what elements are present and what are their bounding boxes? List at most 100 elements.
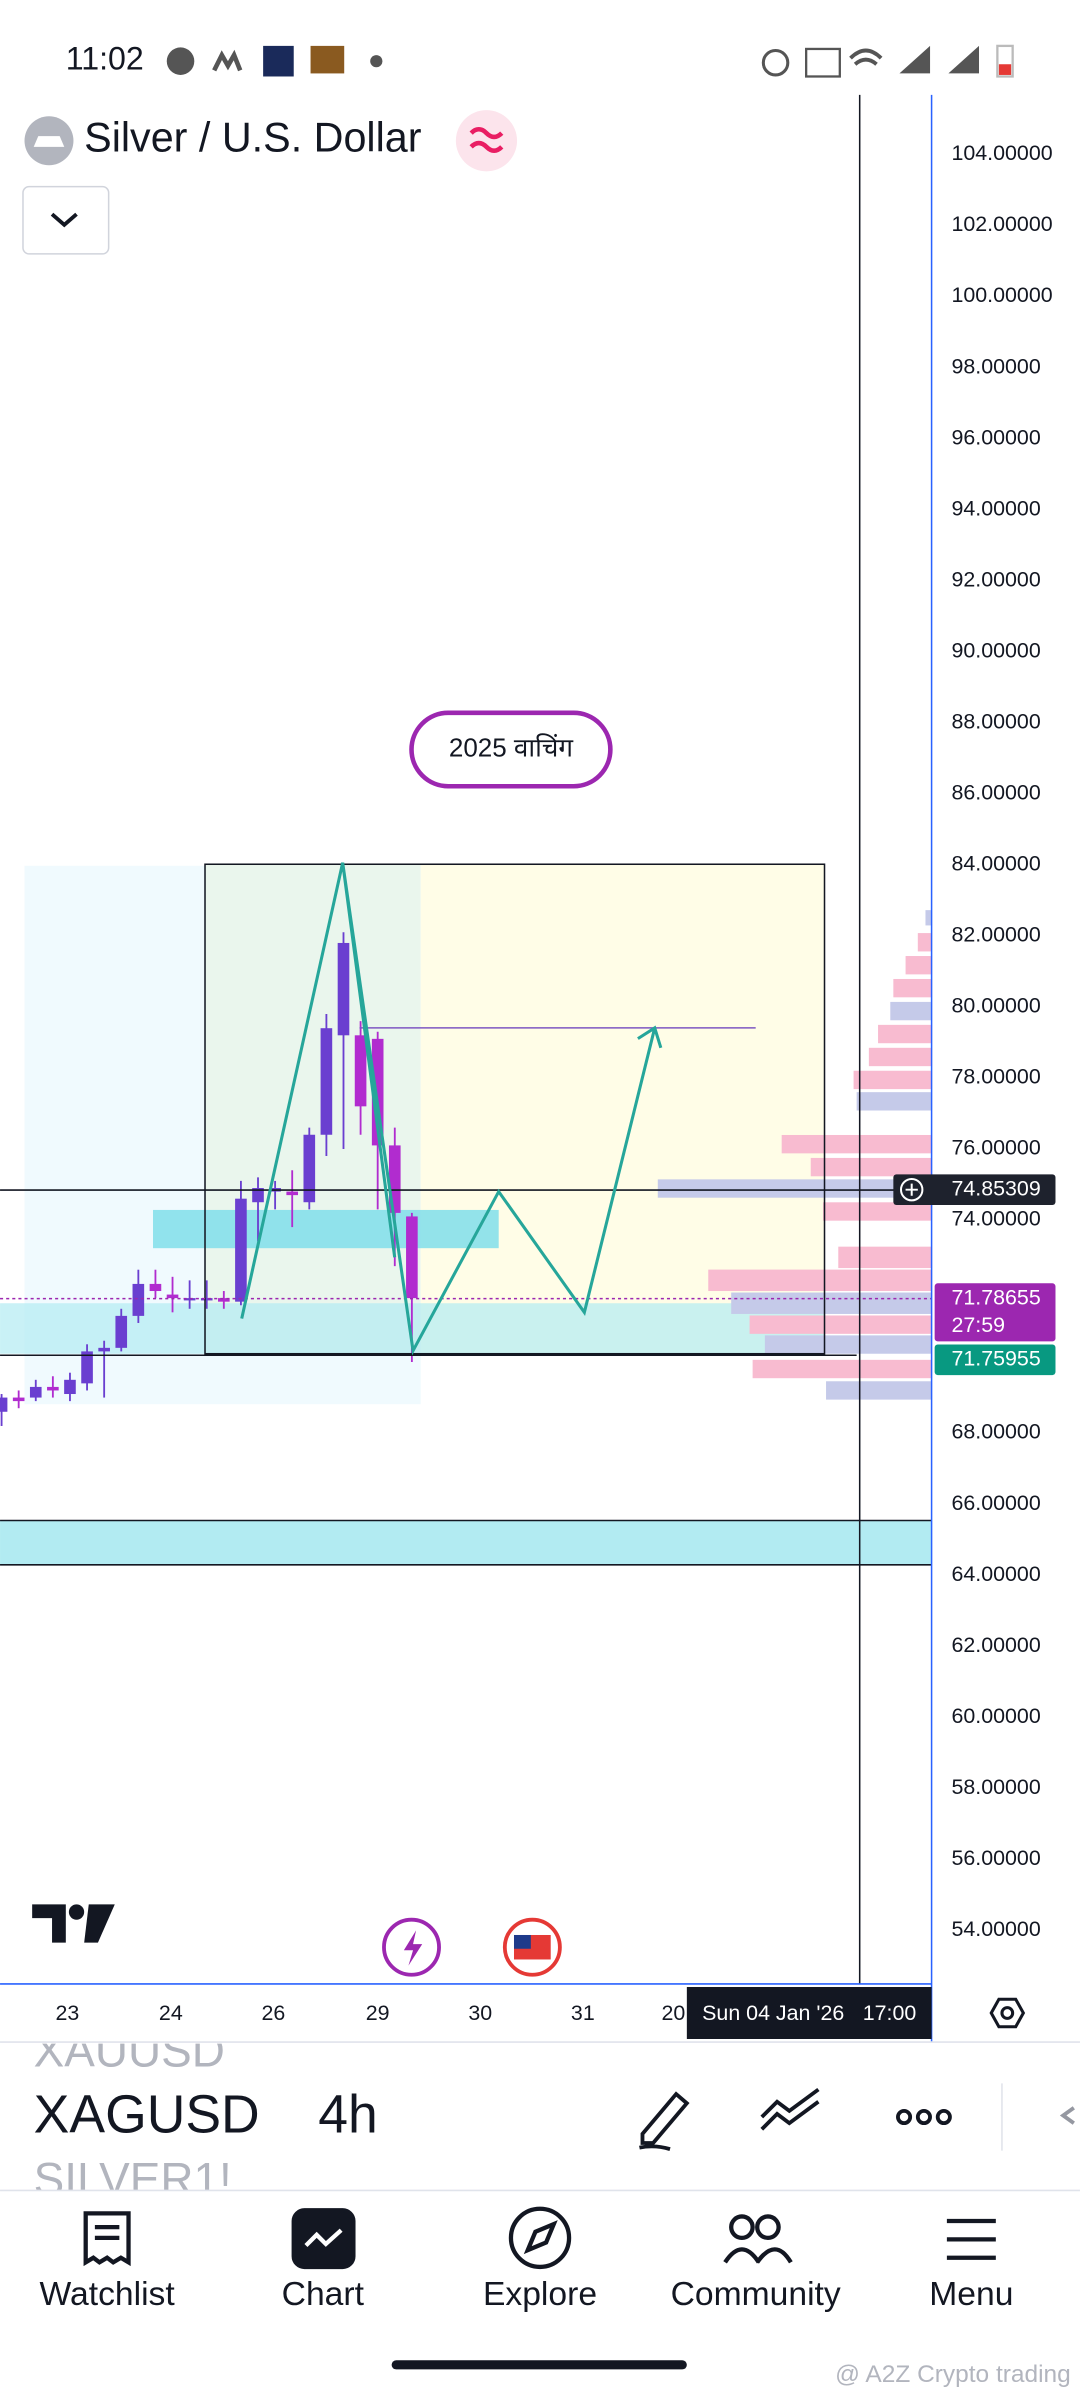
y-tick-label: 74.00000 — [951, 1207, 1040, 1231]
y-tick-label: 62.00000 — [951, 1633, 1040, 1657]
symbol-logo-glyph — [33, 136, 65, 147]
x-tick-label: 23 — [55, 2001, 79, 2025]
plus-icon — [905, 1183, 918, 1196]
y-tick-label: 100.00000 — [951, 283, 1052, 307]
candle-body — [0, 1397, 8, 1412]
candle-body — [64, 1379, 76, 1395]
price-tag — [893, 1174, 1056, 1205]
candle-body — [149, 1283, 162, 1292]
settings-button[interactable] — [989, 1997, 1026, 2029]
flag-canton — [513, 1934, 531, 1949]
y-tick-label: 104.00000 — [951, 141, 1052, 165]
interval[interactable]: 4h — [318, 2086, 378, 2145]
symbol-previous: XAUUSD — [34, 2024, 225, 2076]
tv-logo — [32, 1904, 115, 1943]
y-tick-label: 56.00000 — [951, 1846, 1040, 1870]
price-tag — [934, 1344, 1056, 1376]
candle-body — [388, 1145, 401, 1213]
settings-dot — [1000, 2006, 1015, 2020]
y-tick-label: 96.00000 — [951, 425, 1040, 449]
y-tick-label: 92.00000 — [951, 567, 1040, 591]
status-time: 11:02 — [66, 41, 144, 77]
candle-body — [218, 1298, 230, 1302]
candle-body — [354, 1035, 367, 1107]
candle-body — [12, 1397, 25, 1402]
y-tick-label: 98.00000 — [951, 354, 1040, 378]
candle-body — [98, 1347, 110, 1352]
y-tick-label: 90.00000 — [951, 638, 1040, 662]
drawing-lines — [0, 94, 933, 2043]
candle-body — [303, 1134, 316, 1203]
nav-label[interactable]: Watchlist — [40, 2276, 176, 2313]
candle-body — [132, 1283, 145, 1316]
candle-body — [183, 1298, 196, 1301]
nav-icons — [83, 2206, 996, 2270]
nav-bar: Watchlist Chart Explore Community Menu — [40, 2276, 1014, 2313]
nav-label[interactable]: Community — [671, 2276, 841, 2313]
candle-body — [337, 942, 350, 1036]
candle-body — [81, 1351, 93, 1384]
y-tick-label: 64.00000 — [951, 1562, 1040, 1586]
annotation: 2025 वाचिंग — [449, 732, 573, 762]
countdown: 27:59 — [951, 1313, 1005, 1337]
realtime-icon — [469, 126, 504, 153]
y-tick-label: 80.00000 — [951, 994, 1040, 1018]
volume-profile — [657, 910, 932, 1400]
y-tick-label: 84.00000 — [951, 851, 1040, 875]
y-tick-label: 58.00000 — [951, 1775, 1040, 1799]
watermark: @ A2Z Crypto trading — [835, 2361, 1071, 2388]
y-tick-label: 54.00000 — [951, 1917, 1040, 1941]
candle-body — [286, 1191, 299, 1196]
candle-body — [166, 1294, 179, 1299]
candle-body — [115, 1315, 128, 1348]
time-axis: 23 24 26 29 30 31 20 — [55, 2001, 685, 2025]
x-tick-label: 26 — [261, 2001, 285, 2025]
dropdown-button[interactable] — [22, 185, 110, 255]
x-tick-label: 29 — [366, 2001, 390, 2025]
candle-body — [406, 1216, 418, 1299]
price-tag-label: 71.78655 — [951, 1285, 1040, 1309]
symbol-name: Silver / U.S. Dollar — [84, 115, 422, 161]
lightning — [403, 1930, 423, 1966]
nav-label[interactable]: Chart — [282, 2276, 365, 2313]
nav-label[interactable]: Explore — [483, 2276, 597, 2313]
x-tick-label: 24 — [159, 2001, 183, 2025]
status-icons — [166, 44, 1014, 78]
plus-icon — [899, 1177, 924, 1202]
chevron — [50, 212, 78, 228]
candle-body — [200, 1298, 213, 1301]
nav-label[interactable]: Menu — [929, 2276, 1013, 2313]
crosshair-date: Sun 04 Jan '26 — [702, 2001, 844, 2025]
y-tick-label: 76.00000 — [951, 1136, 1040, 1160]
y-tick-label: 60.00000 — [951, 1704, 1040, 1728]
crosshair-time: 17:00 — [863, 2001, 917, 2025]
symbol-picker[interactable]: XAUUSD SILVER1! — [34, 2024, 232, 2204]
candle-body — [29, 1386, 42, 1398]
price-axis: 54.00000 56.00000 58.00000 60.00000 62.00000… — [893, 141, 1056, 1941]
price-tag-label: 74.85309 — [951, 1176, 1040, 1200]
candle-body — [371, 1038, 384, 1146]
realtime-badge[interactable] — [455, 110, 518, 172]
y-tick-label: 78.00000 — [951, 1065, 1040, 1089]
y-tick-label: 102.00000 — [951, 212, 1052, 236]
y-tick-label: 68.00000 — [951, 1420, 1040, 1444]
y-tick-label: 88.00000 — [951, 709, 1040, 733]
price-tag-label: 71.75955 — [951, 1346, 1040, 1370]
crosshair-label — [686, 1986, 932, 2040]
x-tick-label: 31 — [571, 2001, 595, 2025]
y-tick-label: 66.00000 — [951, 1491, 1040, 1515]
candle-body — [47, 1386, 59, 1391]
y-tick-label: 94.00000 — [951, 496, 1040, 520]
symbol[interactable]: XAGUSD — [34, 2086, 260, 2145]
home-indicator — [391, 2360, 687, 2370]
candle-body — [320, 1028, 333, 1135]
x-tick-label: 20 — [662, 2001, 686, 2025]
toolbar-icons[interactable] — [639, 2083, 1075, 2151]
candle-body — [235, 1198, 247, 1302]
y-tick-label: 86.00000 — [951, 780, 1040, 804]
candle-body — [252, 1188, 264, 1203]
annotation-box — [409, 710, 613, 789]
symbol-next: SILVER1! — [34, 2153, 232, 2205]
